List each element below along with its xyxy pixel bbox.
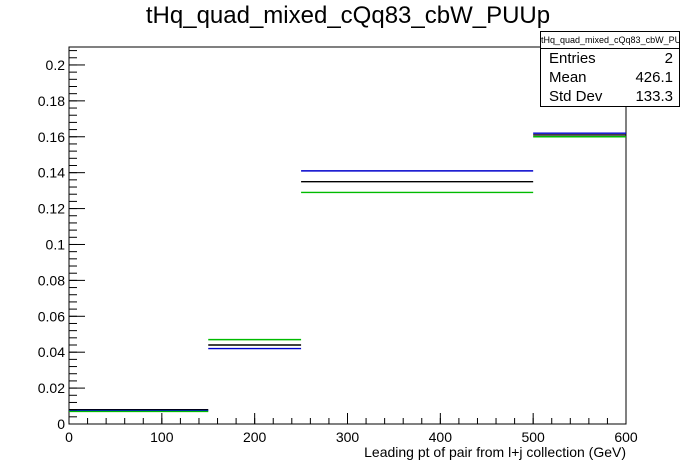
x-tick-label: 300	[336, 429, 360, 445]
y-tick-label: 0.02	[38, 380, 65, 396]
y-tick-label: 0.2	[46, 57, 66, 73]
x-tick-label: 400	[429, 429, 453, 445]
y-tick-label: 0.08	[38, 272, 65, 288]
y-tick-label: 0.16	[38, 129, 65, 145]
chart-title: tHq_quad_mixed_cQq83_cbW_PUUp	[145, 2, 551, 29]
x-tick-label: 0	[65, 429, 73, 445]
x-tick-label: 200	[243, 429, 267, 445]
y-tick-label: 0.06	[38, 308, 65, 324]
stats-label: Entries	[549, 50, 596, 67]
y-tick-label: 0.18	[38, 93, 65, 109]
stats-value: 2	[664, 50, 673, 67]
y-tick-label: 0.1	[46, 236, 66, 252]
x-axis-label: Leading pt of pair from l+j collection (…	[364, 444, 626, 460]
stats-row-entries: Entries 2	[541, 49, 679, 68]
y-tick-label: 0.04	[38, 344, 65, 360]
stats-label: Std Dev	[549, 88, 603, 105]
stats-box-title: tHq_quad_mixed_cQq83_cbW_PUUp	[541, 32, 679, 49]
x-tick-label: 100	[150, 429, 174, 445]
axes-layer: 0 100 200 300 400 500 600 0 0.02 0.04 0.06 0.08 0.1 0…	[38, 50, 638, 445]
y-tick-label: 0.14	[38, 165, 65, 181]
x-tick-label: 600	[614, 429, 638, 445]
stats-row-stddev: Std Dev 133.3	[541, 87, 679, 106]
stats-row-mean: Mean 426.1	[541, 68, 679, 87]
stats-value: 133.3	[635, 88, 673, 105]
stats-value: 426.1	[635, 69, 673, 86]
y-tick-label: 0.12	[38, 201, 65, 217]
x-tick-label: 500	[521, 429, 545, 445]
stats-box: tHq_quad_mixed_cQq83_cbW_PUUp Entries 2 …	[540, 31, 680, 107]
stats-label: Mean	[549, 69, 587, 86]
series-layer	[69, 132, 626, 413]
y-tick-label: 0	[57, 416, 65, 432]
